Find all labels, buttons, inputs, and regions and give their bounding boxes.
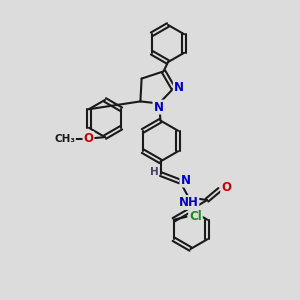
Text: N: N: [153, 100, 164, 114]
Text: CH₃: CH₃: [54, 134, 75, 144]
Text: NH: NH: [178, 196, 198, 209]
Text: O: O: [221, 181, 231, 194]
Text: N: N: [180, 173, 190, 187]
Text: N: N: [174, 81, 184, 94]
Text: H: H: [149, 167, 158, 177]
Text: Cl: Cl: [189, 210, 202, 223]
Text: O: O: [83, 132, 94, 145]
